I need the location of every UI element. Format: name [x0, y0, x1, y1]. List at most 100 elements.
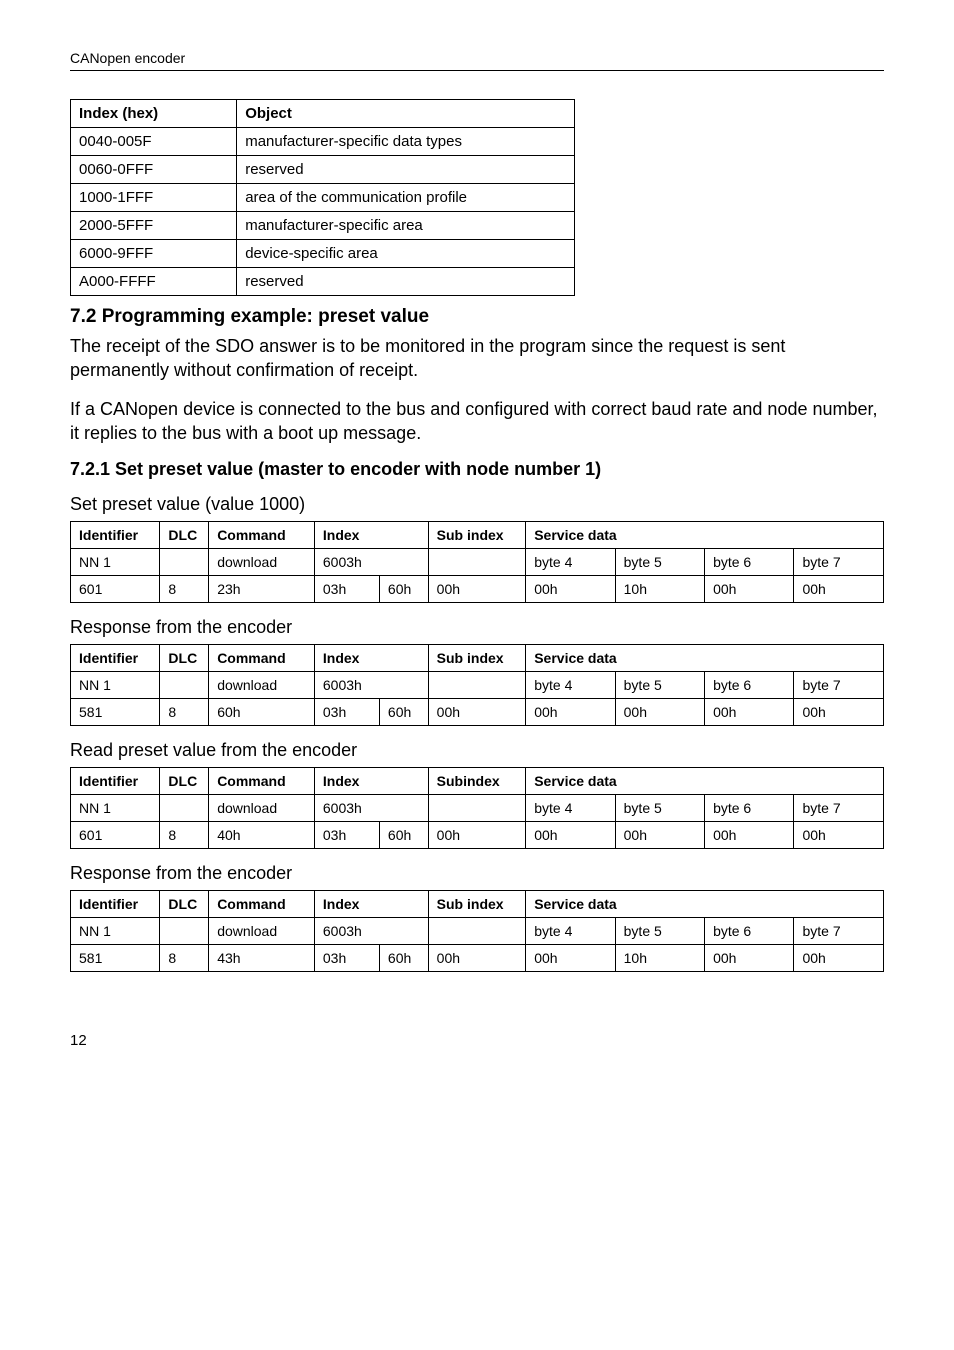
cell: 00h — [428, 699, 526, 726]
header-command: Command — [209, 891, 315, 918]
cell: byte 4 — [526, 795, 615, 822]
cell: 00h — [526, 822, 615, 849]
cell: manufacturer-specific area — [237, 212, 574, 240]
table-row: NN 1 download 6003h byte 4 byte 5 byte 6… — [71, 795, 884, 822]
cell: reserved — [237, 268, 574, 296]
message-table-b: Identifier DLC Command Index Sub index S… — [70, 644, 884, 726]
header-subindex: Sub index — [428, 645, 526, 672]
cell: 00h — [615, 699, 704, 726]
cell: 00h — [794, 699, 884, 726]
header-index: Index — [314, 522, 428, 549]
table-row: 6000-9FFFdevice-specific area — [71, 240, 575, 268]
running-head: CANopen encoder — [70, 50, 884, 71]
cell: 03h — [314, 576, 379, 603]
cell: 00h — [794, 576, 884, 603]
table-row: 601 8 23h 03h 60h 00h 00h 10h 00h 00h — [71, 576, 884, 603]
header-identifier: Identifier — [71, 891, 160, 918]
cell: 00h — [428, 945, 526, 972]
header-subindex: Sub index — [428, 522, 526, 549]
cell: 00h — [705, 822, 794, 849]
caption: Set preset value (value 1000) — [70, 494, 884, 515]
cell: 00h — [794, 945, 884, 972]
subsection-heading: 7.2.1 Set preset value (master to encode… — [70, 459, 884, 480]
cell: 10h — [615, 945, 704, 972]
header-index: Index — [314, 645, 428, 672]
caption: Response from the encoder — [70, 617, 884, 638]
cell: byte 7 — [794, 672, 884, 699]
cell: 03h — [314, 699, 379, 726]
cell: 00h — [526, 945, 615, 972]
table-row: A000-FFFFreserved — [71, 268, 575, 296]
table-row: NN 1 download 6003h byte 4 byte 5 byte 6… — [71, 918, 884, 945]
cell: 03h — [314, 945, 379, 972]
cell: 60h — [379, 945, 428, 972]
message-table-a: Identifier DLC Command Index Sub index S… — [70, 521, 884, 603]
cell: 6003h — [314, 672, 428, 699]
cell: manufacturer-specific data types — [237, 128, 574, 156]
cell: download — [209, 918, 315, 945]
caption: Response from the encoder — [70, 863, 884, 884]
cell: area of the communication profile — [237, 184, 574, 212]
header-index: Index — [314, 891, 428, 918]
cell: 581 — [71, 945, 160, 972]
paragraph: If a CANopen device is connected to the … — [70, 397, 884, 446]
cell: 00h — [615, 822, 704, 849]
cell — [160, 795, 209, 822]
cell: 0060-0FFF — [71, 156, 237, 184]
cell: 00h — [428, 576, 526, 603]
header-service-data: Service data — [526, 891, 884, 918]
cell: byte 6 — [705, 918, 794, 945]
header-command: Command — [209, 645, 315, 672]
header-dlc: DLC — [160, 891, 209, 918]
cell — [428, 549, 526, 576]
header-service-data: Service data — [526, 645, 884, 672]
cell: byte 5 — [615, 672, 704, 699]
cell: 00h — [705, 945, 794, 972]
cell: byte 4 — [526, 918, 615, 945]
cell: 2000-5FFF — [71, 212, 237, 240]
header-identifier: Identifier — [71, 522, 160, 549]
cell: 1000-1FFF — [71, 184, 237, 212]
message-table-d: Identifier DLC Command Index Sub index S… — [70, 890, 884, 972]
cell: 43h — [209, 945, 315, 972]
table-row: 601 8 40h 03h 60h 00h 00h 00h 00h 00h — [71, 822, 884, 849]
header-command: Command — [209, 768, 315, 795]
cell: 00h — [428, 822, 526, 849]
cell — [428, 918, 526, 945]
table-row: 581 8 43h 03h 60h 00h 00h 10h 00h 00h — [71, 945, 884, 972]
header-service-data: Service data — [526, 768, 884, 795]
cell: byte 5 — [615, 549, 704, 576]
cell: 6003h — [314, 918, 428, 945]
header-dlc: DLC — [160, 768, 209, 795]
cell: byte 6 — [705, 672, 794, 699]
cell: 581 — [71, 699, 160, 726]
cell: byte 7 — [794, 918, 884, 945]
paragraph: The receipt of the SDO answer is to be m… — [70, 334, 884, 383]
cell: 601 — [71, 576, 160, 603]
caption: Read preset value from the encoder — [70, 740, 884, 761]
table-row: 581 8 60h 03h 60h 00h 00h 00h 00h 00h — [71, 699, 884, 726]
table-row: 0040-005Fmanufacturer-specific data type… — [71, 128, 575, 156]
cell: reserved — [237, 156, 574, 184]
cell: 6003h — [314, 549, 428, 576]
cell: 00h — [705, 576, 794, 603]
cell: 8 — [160, 699, 209, 726]
cell: byte 5 — [615, 918, 704, 945]
cell: 00h — [526, 699, 615, 726]
cell: 6000-9FFF — [71, 240, 237, 268]
cell: byte 5 — [615, 795, 704, 822]
cell: NN 1 — [71, 918, 160, 945]
cell: 60h — [209, 699, 315, 726]
cell: 8 — [160, 822, 209, 849]
cell — [160, 672, 209, 699]
message-table-c: Identifier DLC Command Index Subindex Se… — [70, 767, 884, 849]
table-row: 1000-1FFFarea of the communication profi… — [71, 184, 575, 212]
cell: 6003h — [314, 795, 428, 822]
cell: byte 6 — [705, 795, 794, 822]
header-command: Command — [209, 522, 315, 549]
cell: download — [209, 795, 315, 822]
cell: 10h — [615, 576, 704, 603]
header-subindex: Subindex — [428, 768, 526, 795]
cell — [428, 672, 526, 699]
page-number: 12 — [70, 1032, 884, 1049]
